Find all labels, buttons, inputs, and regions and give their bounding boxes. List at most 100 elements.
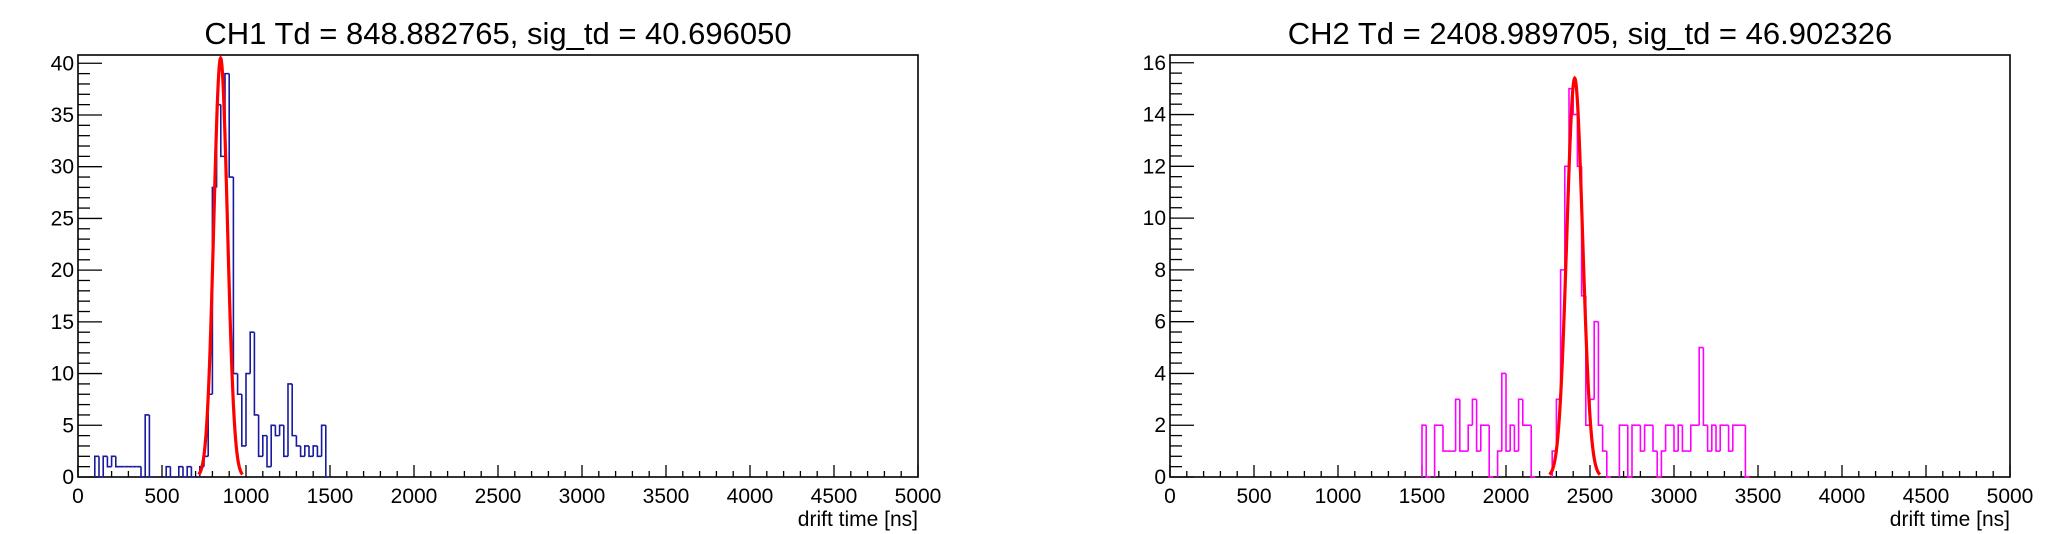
histogram-bin [1702, 347, 1708, 427]
histogram-bin [287, 383, 293, 457]
histogram-bin [1505, 373, 1511, 452]
histogram-bin [1509, 424, 1515, 452]
histogram-bin [1744, 425, 1750, 478]
y-tick-label: 35 [51, 104, 74, 127]
histogram-bin [1639, 425, 1645, 452]
histogram-bin [1475, 399, 1481, 452]
histogram-bin [1496, 450, 1502, 477]
x-tick-label: 5000 [1987, 485, 2034, 508]
histogram-bin [1467, 424, 1473, 452]
chart-title: CH2 Td = 2408.989705, sig_td = 46.902326 [1288, 16, 1892, 51]
y-tick-label: 40 [51, 52, 74, 75]
y-tick-label: 5 [62, 414, 74, 437]
y-tick-label: 6 [1154, 311, 1166, 334]
histogram-bin [1732, 424, 1737, 452]
histogram-bin [94, 455, 99, 477]
histogram-bin [274, 425, 280, 437]
histogram-bin [1425, 425, 1431, 478]
histogram-bin [1690, 424, 1695, 452]
y-tick-label: 15 [51, 311, 74, 334]
histogram-bin [220, 104, 225, 158]
histogram-bin [291, 383, 297, 437]
gaussian-fit-curve [1548, 75, 1602, 476]
histogram-bin [1660, 450, 1666, 477]
x-tick-label: 4500 [811, 485, 858, 508]
histogram-bin [236, 373, 242, 396]
x-tick-label: 1000 [223, 485, 270, 508]
histogram-bin [320, 424, 326, 457]
x-tick-label: 3500 [643, 485, 690, 508]
histogram-bin [1698, 346, 1704, 426]
x-tick-label: 2000 [391, 485, 438, 508]
y-tick-label: 25 [51, 207, 74, 230]
y-tick-label: 0 [1154, 466, 1166, 489]
histogram-bin [1522, 399, 1527, 427]
histogram-bin [1719, 424, 1725, 452]
x-tick-label: 1500 [307, 485, 354, 508]
histogram-bin [182, 466, 188, 478]
histogram-bin [165, 465, 171, 477]
histogram-bin [312, 445, 318, 457]
x-tick-label: 4500 [1903, 485, 1950, 508]
histogram-bin [1593, 320, 1599, 400]
histogram-bin [1488, 425, 1494, 478]
histogram-bin [1715, 425, 1721, 452]
x-tick-label: 3500 [1735, 485, 1782, 508]
histogram-bin [178, 465, 183, 477]
histogram-bin [1454, 398, 1460, 452]
y-tick-label: 10 [1143, 207, 1166, 230]
histogram-bin [1618, 424, 1624, 477]
histogram-bin [262, 434, 267, 457]
y-tick-label: 4 [1154, 362, 1166, 385]
histogram-bin [1559, 269, 1565, 400]
histogram-bin [1627, 425, 1632, 478]
histogram-bin [1421, 424, 1427, 477]
histogram-bin [316, 445, 322, 458]
y-tick-label: 10 [51, 363, 74, 386]
histogram-bin [325, 425, 330, 478]
x-tick-label: 5000 [895, 485, 942, 508]
x-tick-label: 4000 [1819, 485, 1866, 508]
x-tick-label: 500 [1236, 485, 1271, 508]
x-tick-label: 0 [1164, 485, 1176, 508]
histogram-bin [1711, 424, 1716, 452]
histogram-bin [232, 177, 238, 375]
histogram-bin [1501, 372, 1506, 452]
histogram-bin [308, 445, 314, 458]
histogram-bin [278, 424, 284, 436]
histogram-bin [1480, 424, 1485, 452]
histogram-bin [148, 414, 154, 478]
x-tick-label: 500 [144, 485, 179, 508]
histogram-bin [1681, 425, 1687, 452]
histogram-bin [1442, 425, 1448, 452]
histogram-bin [144, 414, 150, 477]
gaussian-fit-curve [197, 55, 244, 476]
ch2-panel: CH2 Td = 2408.989705, sig_td = 46.902326… [1143, 16, 2034, 531]
histogram-bin [1631, 424, 1637, 477]
histogram-bin [1656, 451, 1662, 478]
histogram-bin [1471, 398, 1477, 426]
x-tick-label: 3000 [559, 485, 606, 508]
histogram-bin [1706, 425, 1712, 452]
y-tick-label: 8 [1154, 259, 1166, 282]
histogram-bin [1597, 321, 1603, 427]
histogram-bin [102, 455, 108, 477]
x-tick-label: 4000 [727, 485, 774, 508]
y-tick-label: 20 [51, 259, 74, 282]
histogram-bin [1459, 399, 1464, 452]
y-tick-label: 0 [62, 466, 74, 489]
histogram-bin [1606, 451, 1611, 478]
y-tick-label: 30 [51, 156, 74, 179]
histogram-bin [1673, 425, 1679, 452]
ch1-panel: CH1 Td = 848.882765, sig_td = 40.696050 0… [51, 16, 942, 531]
chart-title: CH1 Td = 848.882765, sig_td = 40.696050 [204, 16, 791, 51]
histogram-bin [1513, 425, 1519, 452]
histogram-bin [228, 73, 234, 178]
histogram-bin [140, 466, 146, 478]
y-tick-label: 16 [1143, 52, 1166, 75]
histogram-bin [106, 456, 112, 468]
histogram-bin [245, 372, 251, 446]
x-tick-label: 2500 [475, 485, 522, 508]
histogram-bin [1433, 424, 1439, 477]
x-tick-label: 2500 [1567, 485, 1614, 508]
